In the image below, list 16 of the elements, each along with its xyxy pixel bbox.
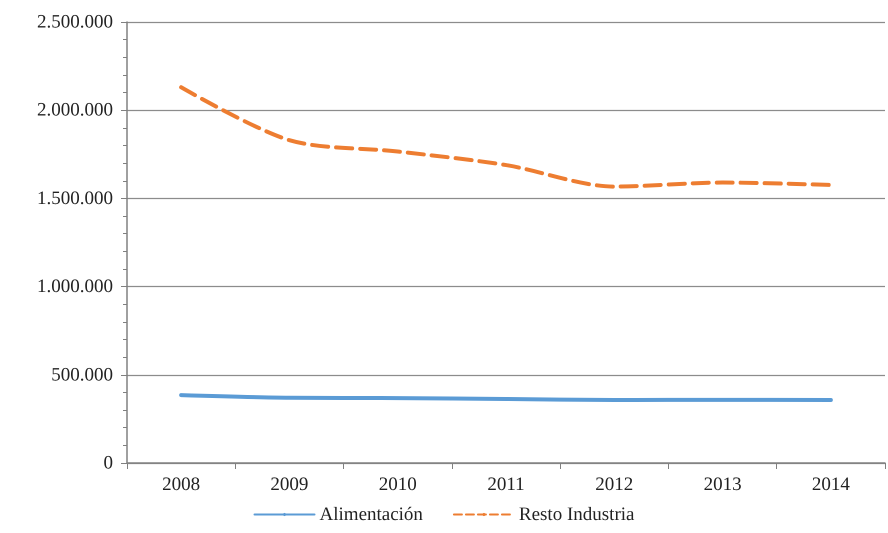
y-tick-label: 500.000	[51, 364, 113, 386]
x-tick-label: 2014	[812, 474, 850, 495]
legend-label: Alimentación	[320, 504, 424, 525]
x-tick-label: 2008	[162, 474, 200, 495]
x-tick-label: 2010	[378, 474, 417, 495]
x-tick-label: 2012	[595, 474, 634, 495]
y-tick-label: 0	[104, 452, 113, 474]
line-series	[179, 85, 833, 189]
y-tick-label: 1.000.000	[37, 276, 113, 298]
y-tick-label: 1.500.000	[37, 188, 113, 209]
x-tick-label: 2011	[487, 474, 525, 495]
y-tick-label: 2.500.000	[37, 12, 113, 32]
y-tick-label: 2.000.000	[37, 100, 113, 121]
x-tick-label: 2013	[704, 474, 742, 495]
x-tick-label: 2009	[270, 474, 308, 495]
legend-label: Resto Industria	[518, 504, 636, 525]
